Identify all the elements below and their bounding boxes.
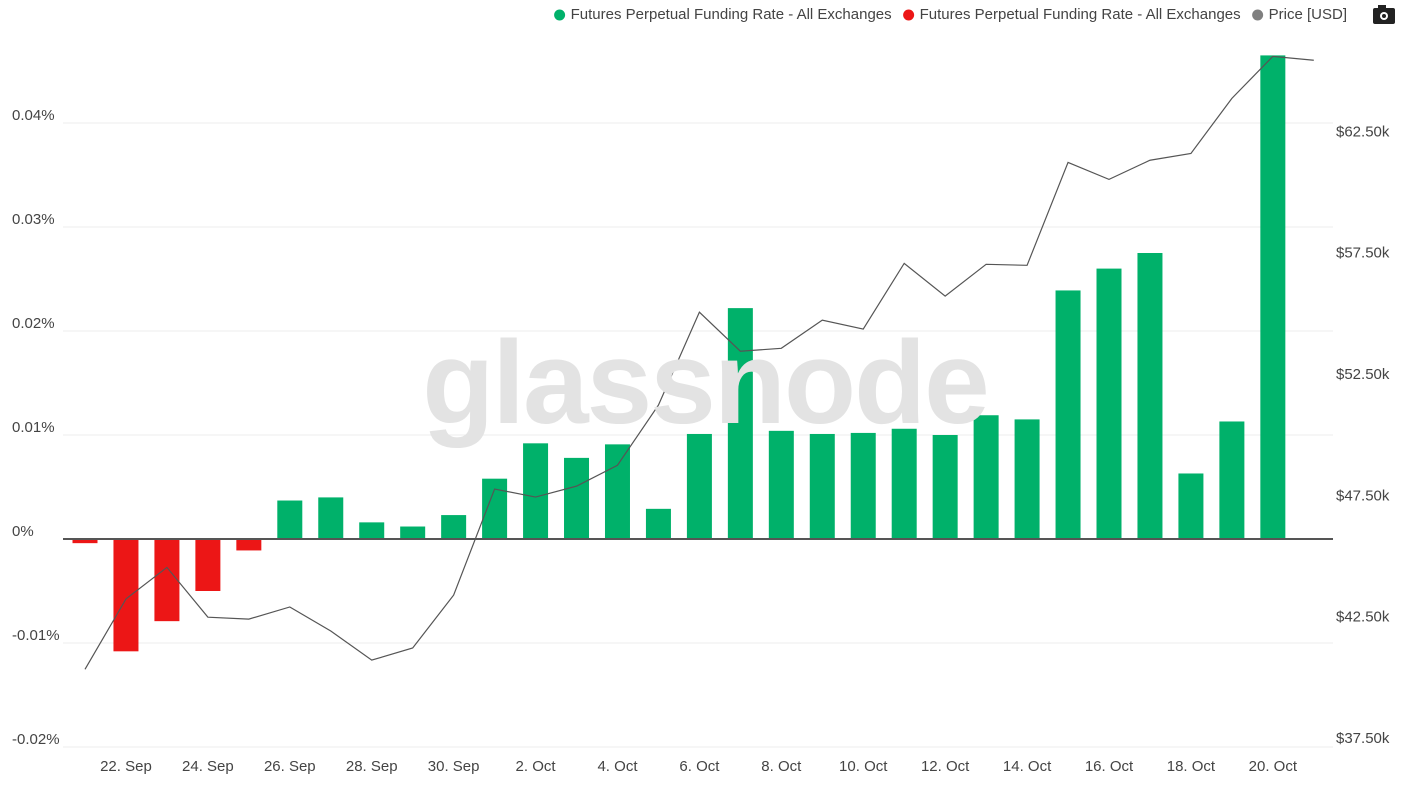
bar	[1014, 419, 1040, 539]
x-tick-label: 26. Sep	[264, 758, 316, 775]
y-tick-label: 0.04%	[12, 107, 55, 124]
legend-label: Futures Perpetual Funding Rate - All Exc…	[571, 6, 892, 23]
legend-marker	[903, 9, 915, 21]
bar	[400, 526, 426, 539]
y-tick-label: 0.03%	[12, 211, 55, 228]
x-tick-label: 8. Oct	[761, 758, 802, 775]
y-tick-label: 0%	[12, 523, 34, 540]
plot: -0.02% -0.01% 0% 0.01% 0.02% 0.03% 0.04% $37.50…	[12, 55, 1390, 775]
bar	[891, 428, 917, 539]
bar	[277, 500, 303, 539]
legend-label: Futures Perpetual Funding Rate - All Exc…	[920, 6, 1241, 23]
x-tick-label: 20. Oct	[1249, 758, 1298, 775]
bar	[359, 522, 385, 539]
bar	[932, 435, 958, 539]
bar	[564, 457, 590, 539]
y2-tick-label: $62.50k	[1336, 123, 1390, 140]
y2-tick-label: $37.50k	[1336, 730, 1390, 747]
bar	[1137, 253, 1163, 539]
x-tick-label: 22. Sep	[100, 758, 152, 775]
x-tick-label: 10. Oct	[839, 758, 888, 775]
bar	[318, 497, 344, 539]
bar	[850, 432, 876, 539]
y-tick-label: -0.01%	[12, 627, 60, 644]
bar	[686, 433, 712, 539]
bar	[72, 539, 98, 544]
x-tick-label: 6. Oct	[679, 758, 720, 775]
bar	[768, 430, 794, 539]
bar	[727, 308, 753, 539]
bar	[604, 444, 630, 539]
bar	[1260, 55, 1286, 540]
bar	[523, 443, 549, 539]
bar	[1178, 473, 1204, 539]
x-tick-label: 4. Oct	[597, 758, 638, 775]
bar	[1219, 421, 1245, 539]
x-tick-label: 28. Sep	[346, 758, 398, 775]
x-tick-label: 14. Oct	[1003, 758, 1052, 775]
bar	[154, 539, 180, 622]
bar	[1055, 290, 1081, 539]
bar	[1096, 268, 1122, 539]
y-tick-label: 0.02%	[12, 315, 55, 332]
bar	[441, 515, 467, 539]
y2-tick-label: $52.50k	[1336, 366, 1390, 383]
x-tick-label: 2. Oct	[516, 758, 557, 775]
x-tick-label: 16. Oct	[1085, 758, 1134, 775]
bar	[973, 415, 999, 539]
bar	[236, 539, 262, 551]
camera-icon[interactable]	[1373, 5, 1395, 24]
y2-tick-label: $57.50k	[1336, 245, 1390, 262]
bar	[195, 539, 221, 591]
x-tick-label: 12. Oct	[921, 758, 970, 775]
bar	[113, 539, 139, 652]
legend-marker	[554, 9, 566, 21]
y-tick-label: -0.02%	[12, 731, 60, 748]
x-tick-label: 24. Sep	[182, 758, 234, 775]
price-line	[84, 55, 1314, 670]
y-tick-label: 0.01%	[12, 419, 55, 436]
y2-tick-label: $42.50k	[1336, 609, 1390, 626]
bar	[809, 433, 835, 539]
x-tick-label: 18. Oct	[1167, 758, 1216, 775]
x-tick-label: 30. Sep	[428, 758, 480, 775]
legend-marker	[1252, 9, 1264, 21]
bar	[645, 508, 671, 539]
watermark: glassnode	[422, 317, 988, 449]
y2-tick-label: $47.50k	[1336, 487, 1390, 504]
bar	[482, 478, 508, 539]
legend-label: Price [USD]	[1269, 6, 1347, 23]
